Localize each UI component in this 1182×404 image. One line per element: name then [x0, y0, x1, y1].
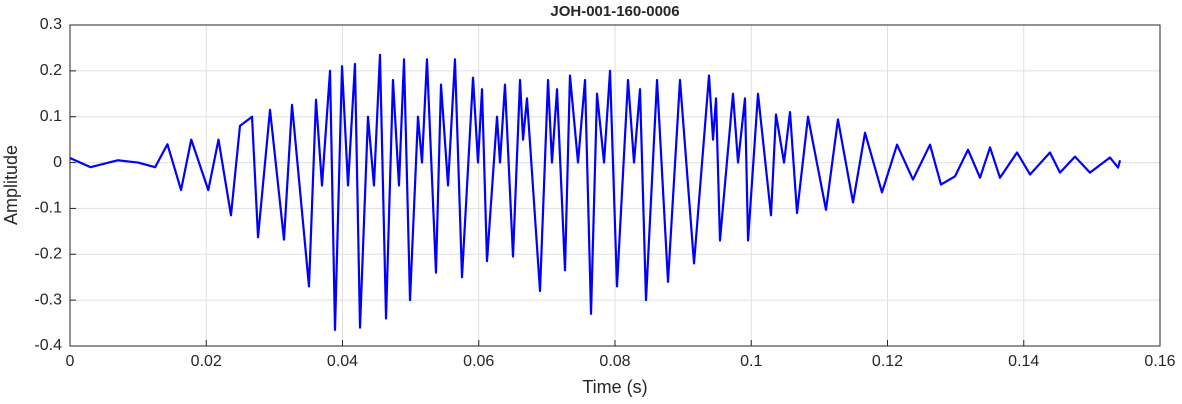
x-tick-label: 0.02: [191, 353, 222, 370]
x-axis-label: Time (s): [582, 377, 647, 397]
x-tick-label: 0.12: [872, 353, 903, 370]
x-tick-label: 0.16: [1144, 353, 1175, 370]
y-tick-label: 0.3: [40, 16, 62, 33]
x-tick-label: 0.14: [1008, 353, 1039, 370]
plot-frame: [69, 24, 1161, 347]
x-tick-label: 0: [66, 353, 75, 370]
x-tick-label: 0.06: [463, 353, 494, 370]
y-tick-label: 0: [53, 154, 62, 171]
waveform-line: [69, 53, 1122, 332]
x-tick-label: 0.1: [740, 353, 762, 370]
y-tick-label: -0.1: [34, 200, 62, 217]
x-tick-label: 0.04: [327, 353, 358, 370]
y-tick-label: -0.2: [34, 246, 62, 263]
y-tick-label: -0.4: [34, 337, 62, 354]
y-tick-label: -0.3: [34, 291, 62, 308]
y-axis-label: Amplitude: [1, 145, 21, 225]
y-tick-label: 0.1: [40, 108, 62, 125]
chart-title: JOH-001-160-0006: [550, 3, 679, 20]
x-tick-label: 0.08: [599, 353, 630, 370]
y-tick-label: 0.2: [40, 62, 62, 79]
